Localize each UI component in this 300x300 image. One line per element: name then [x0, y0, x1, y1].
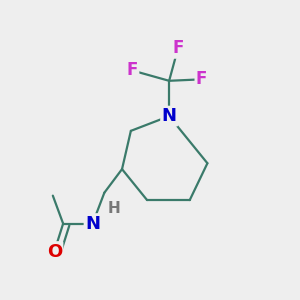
Text: N: N — [85, 214, 100, 232]
Text: N: N — [162, 107, 177, 125]
Text: H: H — [107, 201, 120, 216]
Text: F: F — [196, 70, 207, 88]
Text: O: O — [47, 243, 62, 261]
Text: F: F — [127, 61, 138, 80]
Text: F: F — [172, 39, 184, 57]
